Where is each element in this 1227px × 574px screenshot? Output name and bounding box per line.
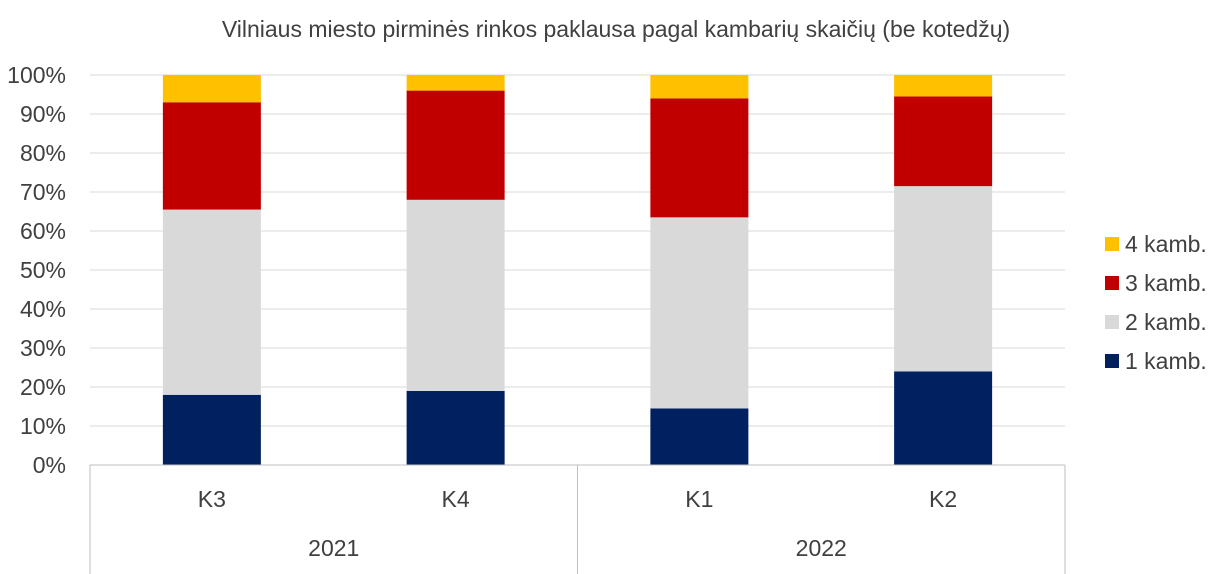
legend-label: 4 kamb. <box>1125 231 1207 257</box>
y-tick-label: 60% <box>20 218 66 244</box>
bars <box>162 75 993 465</box>
legend-swatch <box>1105 237 1119 251</box>
x-group-label: 2022 <box>796 535 847 561</box>
legend-swatch <box>1105 354 1119 368</box>
bar-segment-k2 <box>894 75 993 97</box>
bar-segment-k4 <box>406 390 505 465</box>
y-tick-label: 40% <box>20 296 66 322</box>
legend: 4 kamb. 3 kamb. 2 kamb. 1 kamb. <box>1105 231 1207 374</box>
y-tick-label: 100% <box>7 62 66 88</box>
bar-segment-k1 <box>650 75 749 99</box>
x-tick-label: K1 <box>685 486 713 512</box>
legend-swatch <box>1105 276 1119 290</box>
bar-segment-k4 <box>406 199 505 391</box>
x-axis: K3 K4 K1 K2 2021 2022 <box>89 464 1066 574</box>
bar-segment-k3 <box>162 209 261 395</box>
legend-swatch <box>1105 315 1119 329</box>
bar-segment-k2 <box>894 186 993 372</box>
x-tick-label: K3 <box>198 486 226 512</box>
bar-segment-k4 <box>406 90 505 200</box>
y-tick-label: 0% <box>33 452 66 478</box>
y-tick-label: 80% <box>20 140 66 166</box>
x-tick-label: K2 <box>929 486 957 512</box>
y-tick-label: 50% <box>20 257 66 283</box>
chart-title: Vilniaus miesto pirminės rinkos paklausa… <box>222 16 1010 42</box>
legend-label: 3 kamb. <box>1125 270 1207 296</box>
bar-segment-k1 <box>650 98 749 218</box>
y-tick-label: 10% <box>20 413 66 439</box>
bar-segment-k2 <box>894 96 993 187</box>
bar-segment-k4 <box>406 75 505 91</box>
legend-label: 2 kamb. <box>1125 309 1207 335</box>
x-group-label: 2021 <box>308 535 359 561</box>
y-tick-label: 90% <box>20 101 66 127</box>
y-tick-label: 30% <box>20 335 66 361</box>
bar-segment-k3 <box>162 394 261 465</box>
bar-segment-k3 <box>162 75 261 103</box>
bar-segment-k3 <box>162 102 261 210</box>
y-axis-ticks: 0% 10% 20% 30% 40% 50% 60% 70% 80% 90% 100% <box>7 62 66 478</box>
legend-label: 1 kamb. <box>1125 348 1207 374</box>
bar-segment-k1 <box>650 408 749 465</box>
x-tick-label: K4 <box>442 486 470 512</box>
y-tick-label: 70% <box>20 179 66 205</box>
bar-segment-k2 <box>894 371 993 465</box>
y-tick-label: 20% <box>20 374 66 400</box>
bar-segment-k1 <box>650 217 749 409</box>
